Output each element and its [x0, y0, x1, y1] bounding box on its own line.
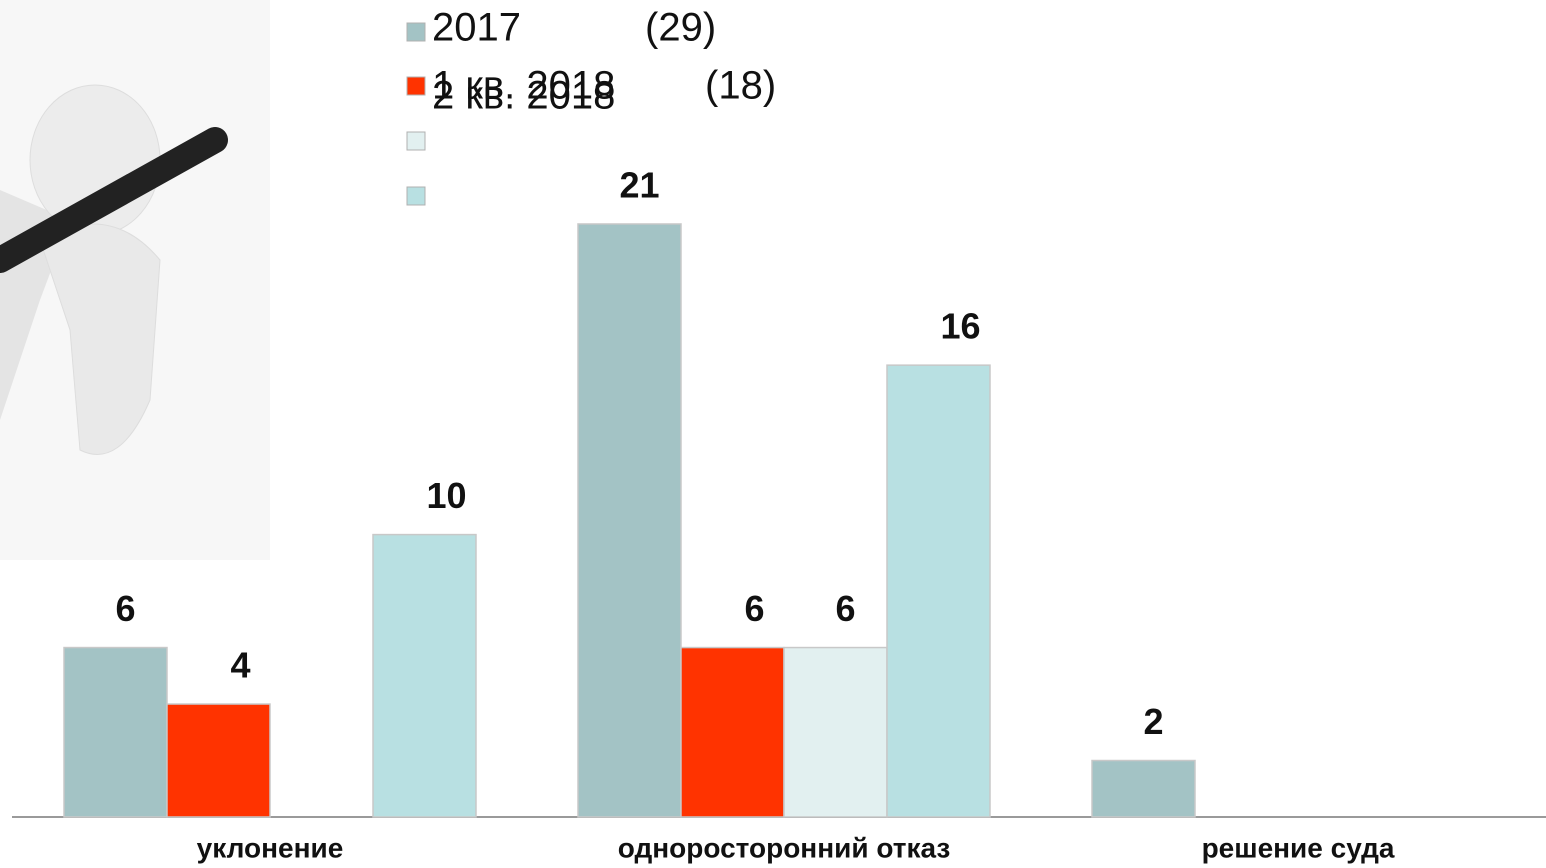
value-label: 2: [1143, 701, 1163, 742]
legend-marker: [406, 186, 426, 206]
bar: [680, 646, 785, 818]
legend-label: 2 кв. 2018: [432, 74, 615, 118]
legend-marker: [406, 131, 426, 151]
legend-marker: [406, 22, 426, 42]
bar: [577, 223, 682, 818]
category-label: решение суда: [1202, 832, 1395, 863]
value-label: 16: [940, 306, 980, 347]
illustration: [0, 0, 270, 560]
category-label: одноросторонний отказ: [618, 832, 951, 863]
bar: [1091, 759, 1196, 818]
bar: [783, 646, 888, 818]
legend-label: 1 кв. 2018: [432, 64, 615, 108]
bar: [886, 364, 991, 818]
category-label: уклонение: [197, 832, 344, 863]
value-label: 10: [426, 475, 466, 516]
bar: [372, 533, 477, 818]
bar: [63, 646, 168, 818]
value-label: 6: [835, 588, 855, 629]
legend-label: 2017: [432, 6, 521, 50]
legend-count: (29): [645, 6, 716, 50]
value-label: 6: [744, 588, 764, 629]
bar: [166, 703, 271, 818]
legend-marker: [406, 76, 426, 96]
value-label: 6: [115, 588, 135, 629]
value-label: 21: [619, 164, 659, 205]
value-label: 4: [230, 645, 250, 686]
legend-count: (18): [705, 64, 776, 108]
